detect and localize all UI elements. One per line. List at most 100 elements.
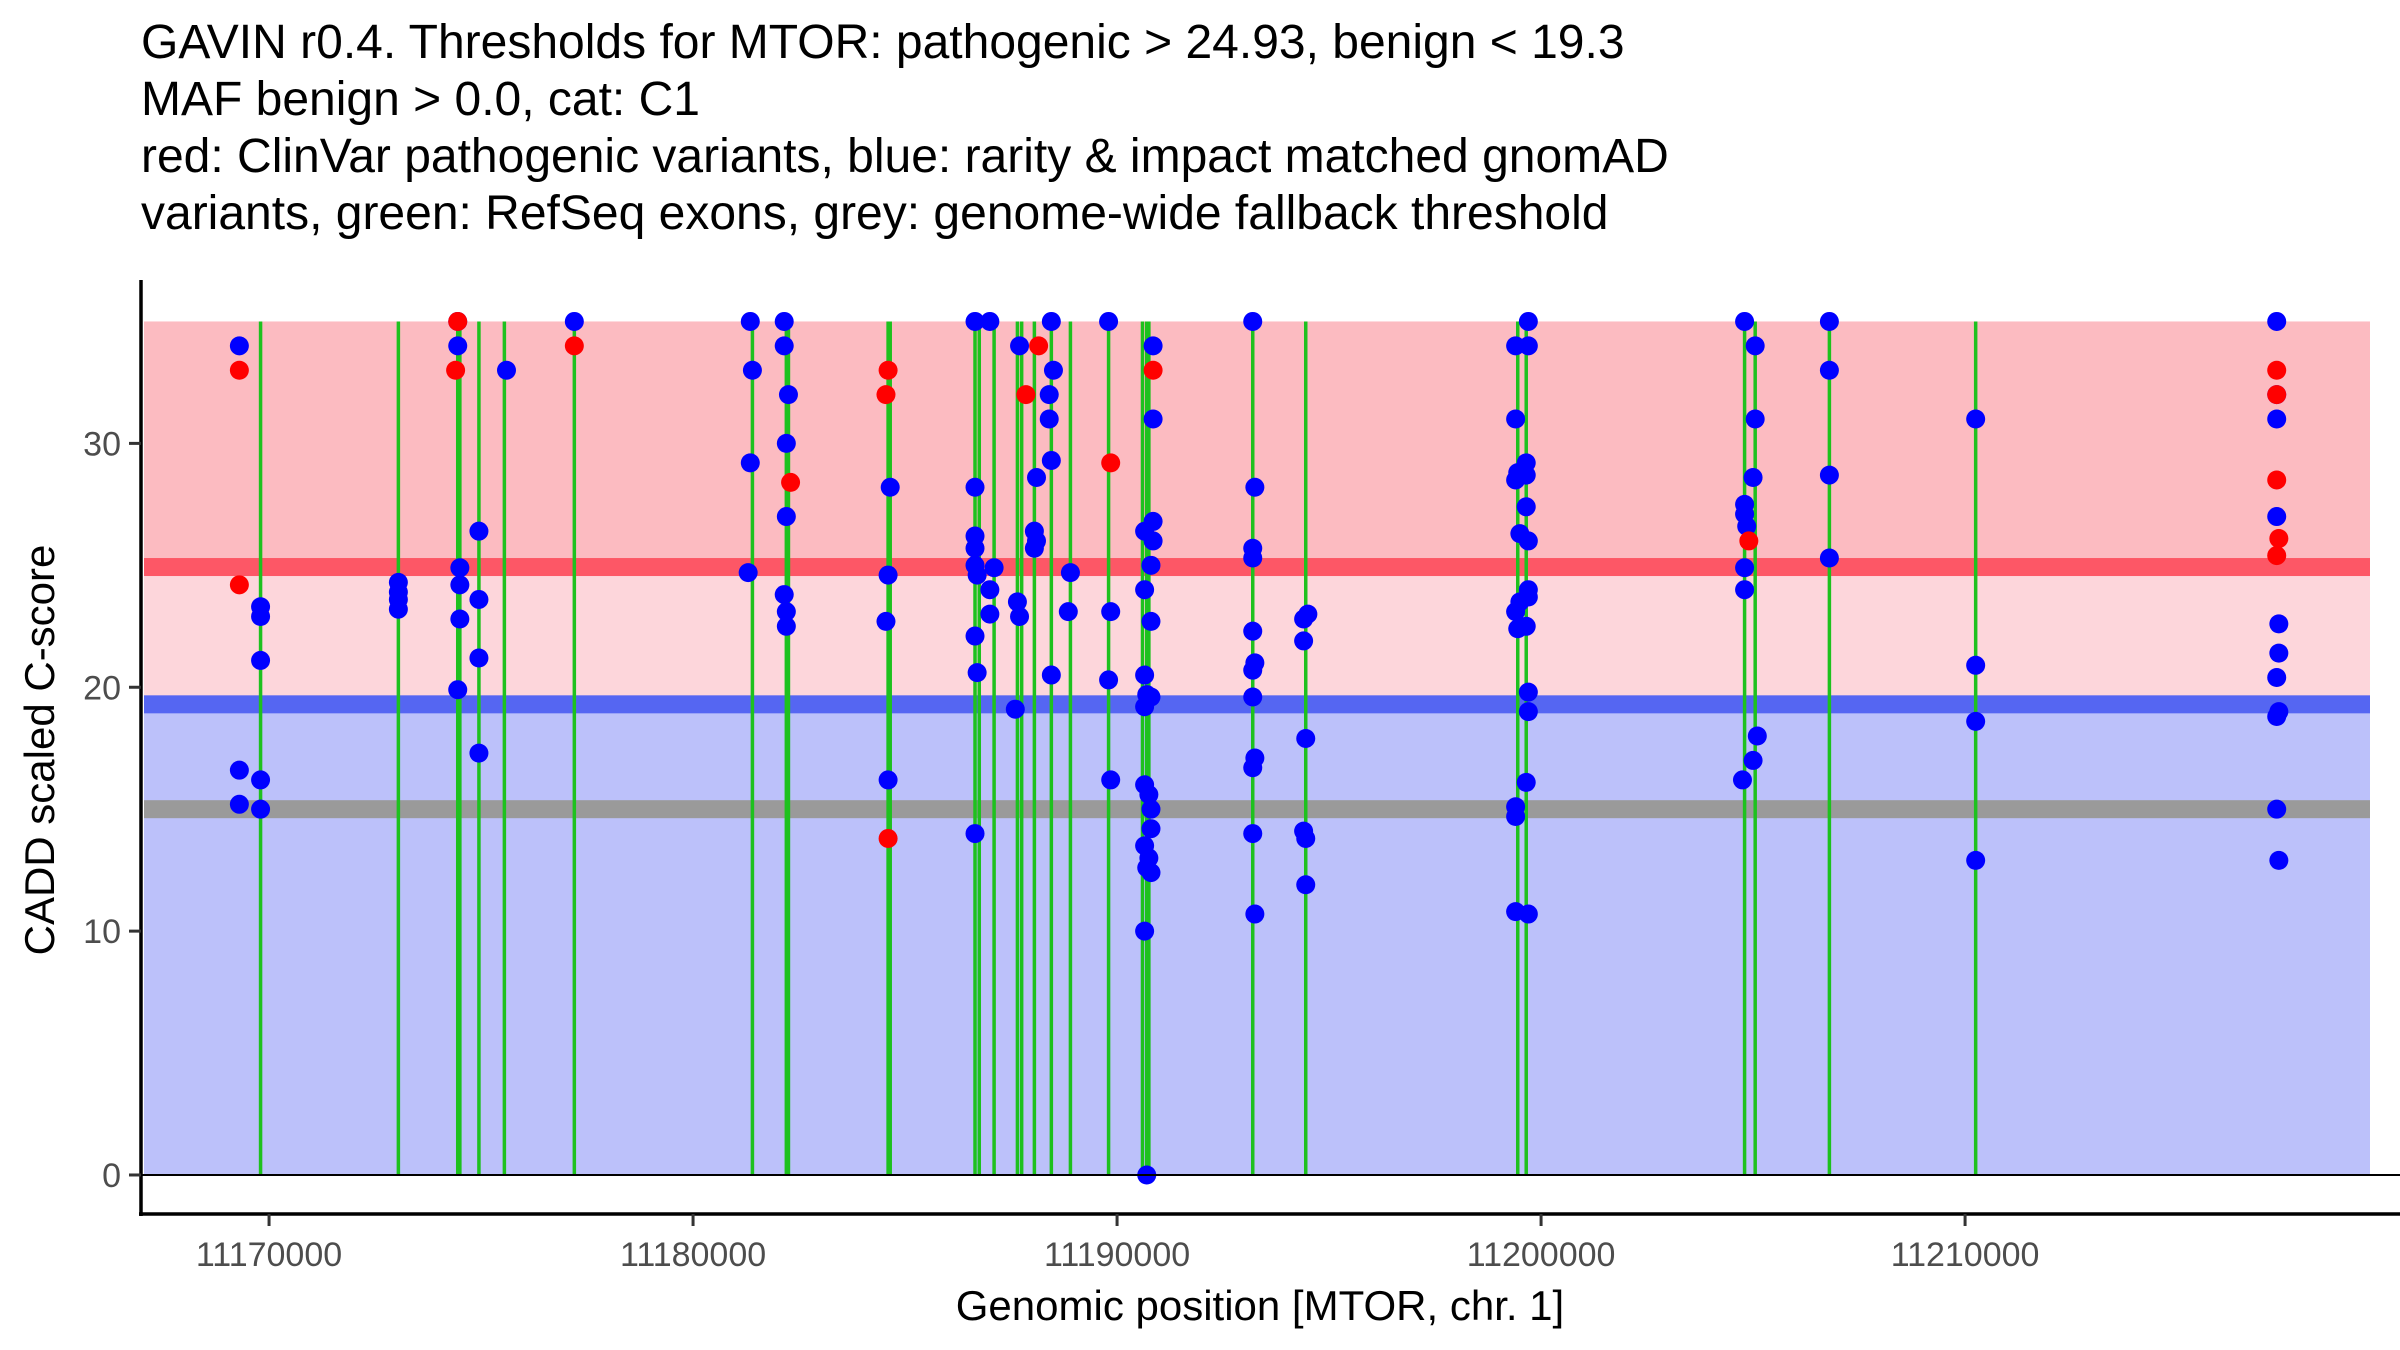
pathogenic-threshold xyxy=(144,558,2370,577)
x-tick-label: 11190000 xyxy=(1044,1236,1190,1274)
gnomad-point xyxy=(1298,604,1318,624)
gnomad-point xyxy=(1135,665,1155,685)
gnomad-point xyxy=(251,770,271,790)
gnomad-point xyxy=(1518,904,1538,924)
gnomad-point xyxy=(1041,665,1061,685)
gnomad-point xyxy=(450,609,470,629)
pathogenic-point xyxy=(878,360,898,380)
gnomad-point xyxy=(967,663,987,683)
gnomad-point xyxy=(1735,580,1755,600)
gnomad-point xyxy=(1966,850,1986,870)
gnomad-point xyxy=(1141,799,1161,819)
gnomad-point xyxy=(1143,531,1163,551)
gnomad-point xyxy=(1010,336,1030,356)
gnomad-point xyxy=(965,824,985,844)
gnomad-point xyxy=(1506,807,1526,827)
gnomad-point xyxy=(1043,360,1063,380)
pathogenic-point xyxy=(2269,528,2289,548)
gnomad-point xyxy=(251,650,271,670)
gnomad-point xyxy=(740,311,760,331)
gnomad-point xyxy=(1005,699,1025,719)
gnomad-point xyxy=(469,521,489,541)
gnomad-point xyxy=(965,538,985,558)
gnomad-point xyxy=(1506,409,1526,429)
gnomad-point xyxy=(448,680,468,700)
y-tick-label: 10 xyxy=(83,913,121,951)
pathogenic-point xyxy=(2267,360,2287,380)
gnomad-point xyxy=(1243,687,1263,707)
gnomad-point xyxy=(2267,409,2287,429)
title-line-4: variants, green: RefSeq exons, grey: gen… xyxy=(141,187,1609,240)
gnomad-point xyxy=(1518,531,1538,551)
gnomad-point xyxy=(1039,385,1059,405)
gnomad-point xyxy=(878,770,898,790)
gnomad-point xyxy=(1060,563,1080,583)
gnomad-point xyxy=(1243,758,1263,778)
pathogenic-point xyxy=(2267,546,2287,566)
gnomad-point xyxy=(876,611,896,631)
gnomad-point xyxy=(776,507,796,527)
gnomad-point xyxy=(1516,616,1536,636)
gnomad-point xyxy=(564,311,584,331)
gnomad-point xyxy=(2267,667,2287,687)
gnomad-point xyxy=(1819,311,1839,331)
gnomad-point xyxy=(880,477,900,497)
gnomad-point xyxy=(469,648,489,668)
gnomad-point xyxy=(1518,702,1538,722)
gnomad-point xyxy=(1135,697,1155,717)
gnomad-point xyxy=(774,311,794,331)
title-line-3: red: ClinVar pathogenic variants, blue: … xyxy=(141,130,1669,183)
gnomad-point xyxy=(1243,621,1263,641)
pathogenic-point xyxy=(1016,385,1036,405)
gnomad-point xyxy=(1243,548,1263,568)
gnomad-point xyxy=(1296,728,1316,748)
gnomad-point xyxy=(2269,643,2289,663)
gnomad-point xyxy=(1143,511,1163,531)
gnomad-point xyxy=(980,580,1000,600)
x-axis-title: Genomic position [MTOR, chr. 1] xyxy=(956,1282,1564,1329)
gnomad-point xyxy=(774,336,794,356)
gnomad-point xyxy=(2267,507,2287,527)
gnomad-point xyxy=(1135,921,1155,941)
gnomad-point xyxy=(1143,409,1163,429)
gnomad-point xyxy=(1516,497,1536,517)
gnomad-point xyxy=(1966,655,1986,675)
gnomad-point xyxy=(229,794,249,814)
gnomad-point xyxy=(1819,548,1839,568)
gnomad-point xyxy=(229,760,249,780)
gnomad-point xyxy=(1518,682,1538,702)
gnomad-point xyxy=(778,385,798,405)
gnomad-point xyxy=(1737,516,1757,536)
axes-layer: 0 10 20 30 11170000 11180000 11190000 11200000 1… xyxy=(83,280,2400,1274)
gnomad-point xyxy=(965,311,985,331)
gnomad-point xyxy=(1745,336,1765,356)
gnomad-point xyxy=(1143,336,1163,356)
pathogenic-point xyxy=(229,360,249,380)
gnomad-point xyxy=(740,453,760,473)
pathogenic-point xyxy=(1143,360,1163,380)
gnomad-point xyxy=(1141,819,1161,839)
pathogenic-point xyxy=(1101,453,1121,473)
gnomad-point xyxy=(251,607,271,627)
gnomad-point xyxy=(1296,828,1316,848)
gnomad-point xyxy=(965,626,985,646)
gnomad-point xyxy=(1099,670,1119,690)
gnomad-point xyxy=(1027,468,1047,488)
gnomad-point xyxy=(1745,409,1765,429)
gnomad-point xyxy=(776,433,796,453)
pathogenic-zone xyxy=(144,321,2370,568)
gnomad-point xyxy=(984,558,1004,578)
gnomad-point xyxy=(1518,311,1538,331)
gnomad-point xyxy=(1966,409,1986,429)
gnomad-point xyxy=(1516,772,1536,792)
pathogenic-point xyxy=(2267,385,2287,405)
gnomad-point xyxy=(980,604,1000,624)
gnomad-point xyxy=(980,311,1000,331)
x-tick-label: 11200000 xyxy=(1467,1236,1616,1274)
pathogenic-point xyxy=(1029,336,1049,356)
pathogenic-point xyxy=(229,575,249,595)
gnomad-point xyxy=(229,336,249,356)
gnomad-point xyxy=(1135,580,1155,600)
title-line-2: MAF benign > 0.0, cat: C1 xyxy=(141,73,700,126)
